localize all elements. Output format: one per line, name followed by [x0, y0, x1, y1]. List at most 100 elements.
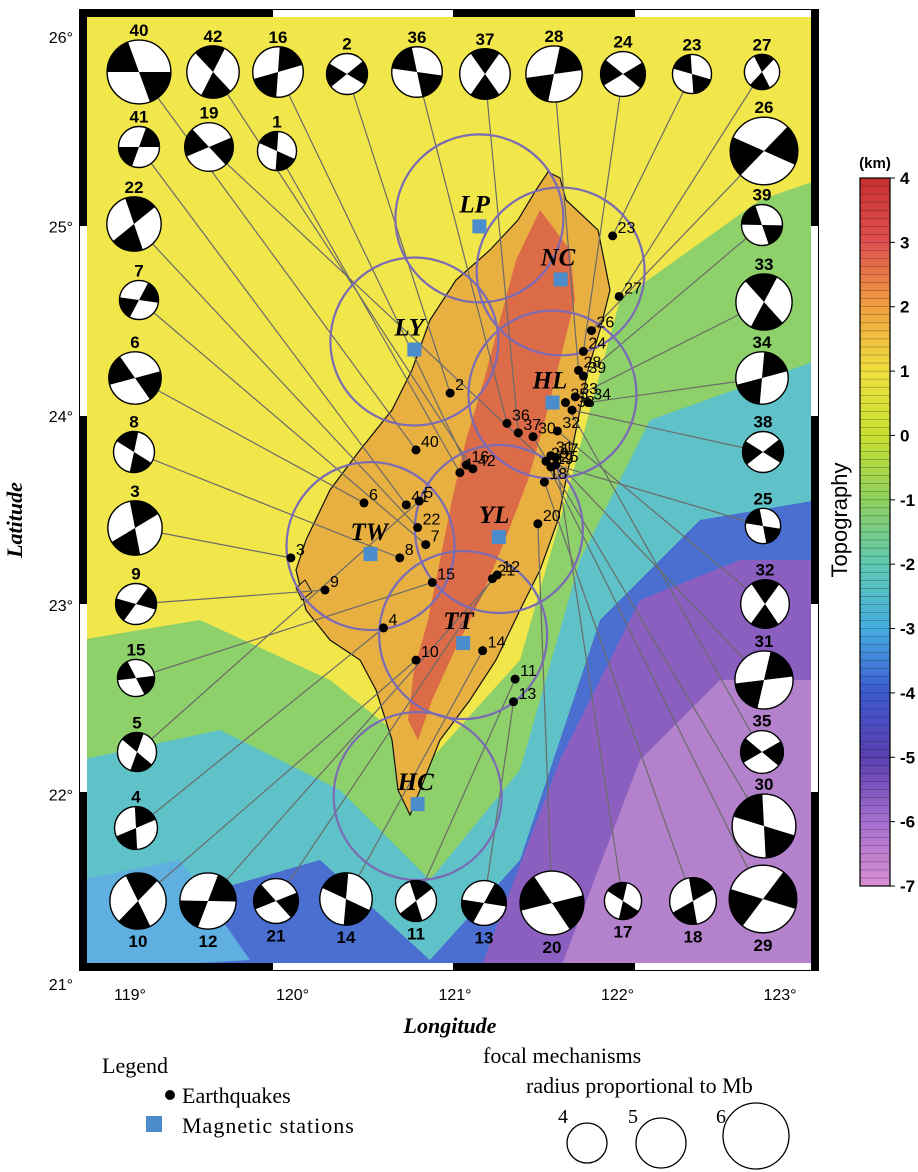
- beachball-6: 6: [108, 333, 162, 405]
- station-label-YL: YL: [479, 502, 510, 529]
- x-tick-label: 122°: [601, 987, 634, 1004]
- earthquake-label: 19: [556, 451, 574, 468]
- earthquake-9: [320, 585, 330, 595]
- earthquake-label: 6: [369, 487, 378, 504]
- legend-fm-subtitle: radius proportional to Mb: [526, 1073, 753, 1098]
- beachball-label: 1: [272, 112, 281, 131]
- earthquake-22: [413, 523, 423, 533]
- beachball-27: 27: [743, 35, 781, 91]
- earthquake-label: 21: [497, 563, 515, 580]
- beachball-36: 36: [391, 28, 443, 98]
- station-marker-HL: [545, 395, 560, 410]
- beachball-28: 28: [525, 27, 583, 103]
- earthquake-label: 32: [562, 415, 580, 432]
- beachball-10: 10: [109, 872, 167, 951]
- colorbar-tick-label: 0: [900, 426, 909, 445]
- earthquake-label: 18: [549, 466, 567, 483]
- earthquake-label: 15: [437, 566, 455, 583]
- beachball-23: 23: [671, 35, 713, 95]
- beachball-label: 14: [337, 928, 356, 947]
- beachball-37: 37: [459, 30, 511, 100]
- earthquake-21: [487, 574, 497, 584]
- beachball-label: 20: [543, 938, 562, 957]
- beachball-38: 38: [741, 413, 785, 474]
- earthquake-18: [539, 477, 549, 487]
- earthquake-label: 2: [455, 377, 464, 394]
- beachball-29: 29: [728, 864, 798, 955]
- earthquake-7: [421, 540, 431, 550]
- beachball-41: 41: [117, 108, 161, 169]
- beachball-label: 21: [267, 926, 286, 945]
- earthquake-34: [583, 398, 593, 408]
- colorbar-tick-label: -4: [900, 684, 916, 703]
- earthquake-16: [461, 460, 471, 470]
- earthquake-label: 37: [523, 417, 541, 434]
- y-tick-labels: 26° 25° 24° 23° 22° 21°: [49, 30, 73, 994]
- earthquake-15: [427, 577, 437, 587]
- leader-line: [553, 73, 580, 371]
- earthquake-label: 5: [424, 485, 433, 502]
- beachball-7: 7: [118, 261, 160, 321]
- station-circle-NC: [475, 186, 646, 357]
- leader-line: [345, 650, 484, 900]
- leader-line: [208, 146, 552, 468]
- leader-line: [133, 451, 400, 559]
- colorbar-tick-label: 2: [900, 298, 909, 317]
- beachball-22: 22: [106, 178, 162, 252]
- leader-line: [415, 678, 516, 902]
- leader-line: [138, 71, 417, 451]
- beachball-26: 26: [729, 98, 799, 186]
- beachball-label: 36: [408, 28, 427, 47]
- beachball-label: 32: [756, 561, 775, 580]
- legend-fm-size-5: 5: [628, 1106, 638, 1128]
- earthquake-4: [379, 623, 388, 633]
- beachball-label: 35: [753, 712, 772, 731]
- beachball-4: 4: [113, 788, 159, 851]
- beachball-label: 24: [614, 33, 633, 52]
- station-circle-TW: [285, 460, 456, 632]
- leader-line: [276, 150, 461, 473]
- earthquake-label: 38: [577, 394, 595, 411]
- x-tick-label: 120°: [276, 987, 309, 1004]
- earthquake-label: 24: [588, 335, 606, 352]
- earthquake-label: 39: [588, 360, 606, 377]
- earthquake-40: [411, 445, 421, 455]
- earthquake-label: 42: [478, 453, 496, 470]
- colorbar-tick-label: 4: [900, 169, 910, 188]
- earthquake-label: 27: [624, 280, 642, 297]
- earthquake-23: [608, 231, 618, 241]
- beachball-35: 35: [739, 712, 785, 775]
- earthquake-14: [478, 646, 488, 656]
- earthquake-label: 12: [502, 559, 520, 576]
- beachball-13: 13: [460, 879, 508, 947]
- beachball-3: 3: [107, 482, 163, 556]
- earthquake-label: 25: [561, 449, 579, 466]
- beachball-17: 17: [603, 881, 643, 942]
- earthquake-6: [359, 498, 369, 508]
- beachball-8: 8: [112, 413, 156, 474]
- beachball-9: 9: [114, 565, 158, 626]
- leader-line: [275, 578, 493, 902]
- beachball-25: 25: [744, 489, 782, 545]
- y-tick-label: 25°: [49, 219, 73, 236]
- map-frame: [79, 9, 819, 971]
- leader-line: [564, 402, 763, 753]
- legend-fm-title: focal mechanisms: [483, 1043, 641, 1068]
- colorbar-tick-label: -3: [900, 620, 915, 639]
- station-radius-circles: [285, 133, 646, 882]
- earthquake-label: 10: [421, 644, 439, 661]
- beachball-label: 34: [753, 333, 772, 352]
- y-tick-label: 23°: [49, 598, 73, 615]
- station-marker-TT: [456, 636, 471, 651]
- earthquake-32: [552, 426, 562, 436]
- y-tick-label: 21°: [49, 977, 73, 994]
- earthquake-label: 8: [405, 542, 414, 559]
- earthquake-41: [401, 500, 411, 510]
- earthquake-2: [445, 388, 455, 398]
- station-label-LP: LP: [458, 191, 490, 218]
- leader-line: [135, 581, 433, 679]
- earthquake-8: [395, 553, 405, 563]
- beachball-label: 9: [131, 565, 140, 584]
- earthquake-label: 3: [296, 542, 305, 559]
- earthquake-11: [510, 674, 520, 684]
